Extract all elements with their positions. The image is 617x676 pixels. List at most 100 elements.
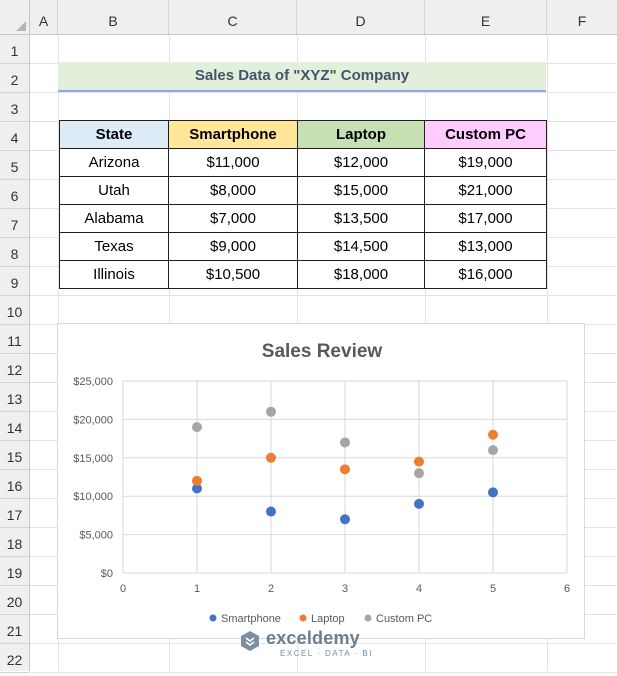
row-header-6[interactable]: 6 xyxy=(0,180,29,209)
row-header-21[interactable]: 21 xyxy=(0,615,29,644)
column-header-bar: A B C D E F xyxy=(0,0,617,35)
legend-label: Custom PC xyxy=(376,613,432,625)
y-tick-label: $5,000 xyxy=(79,530,113,542)
laptop-cell[interactable]: $15,000 xyxy=(297,176,425,205)
watermark-tagline: EXCEL · DATA · BI xyxy=(280,649,373,658)
y-tick-label: $20,000 xyxy=(73,414,113,426)
column-header-b[interactable]: B xyxy=(58,0,169,34)
row-header-22[interactable]: 22 xyxy=(0,644,29,673)
data-point-custom-pc xyxy=(414,468,424,479)
y-tick-label: $10,000 xyxy=(73,491,113,503)
title-cell[interactable]: Sales Data of "XYZ" Company xyxy=(58,62,546,90)
row-header-14[interactable]: 14 xyxy=(0,412,29,441)
x-tick-label: 5 xyxy=(490,583,496,595)
row-header-bar: 1 2 3 4 5 6 7 8 9 10 11 12 13 14 15 16 17 18 19 20 21 22 xyxy=(0,35,30,673)
row-header-1[interactable]: 1 xyxy=(0,35,29,64)
row-header-4[interactable]: 4 xyxy=(0,122,29,151)
custom-pc-cell[interactable]: $21,000 xyxy=(424,176,547,205)
data-point-smartphone xyxy=(488,487,498,498)
header-smartphone[interactable]: Smartphone xyxy=(168,120,298,149)
row-header-10[interactable]: 10 xyxy=(0,296,29,325)
select-all-icon xyxy=(16,21,26,31)
row-header-17[interactable]: 17 xyxy=(0,499,29,528)
header-state[interactable]: State xyxy=(59,120,169,149)
column-header-f[interactable]: F xyxy=(577,13,587,29)
data-point-laptop xyxy=(488,429,498,440)
legend-marker-laptop xyxy=(299,614,307,622)
laptop-cell[interactable]: $12,000 xyxy=(297,148,425,177)
state-cell[interactable]: Alabama xyxy=(59,204,169,233)
row-header-20[interactable]: 20 xyxy=(0,586,29,615)
row-header-5[interactable]: 5 xyxy=(0,151,29,180)
sales-table: State Smartphone Laptop Custom PC Arizon… xyxy=(59,120,547,289)
row-header-19[interactable]: 19 xyxy=(0,557,29,586)
state-cell[interactable]: Illinois xyxy=(59,260,169,289)
x-tick-label: 4 xyxy=(416,583,422,595)
table-row: Arizona $11,000 $12,000 $19,000 xyxy=(59,148,547,177)
laptop-cell[interactable]: $13,500 xyxy=(297,204,425,233)
custom-pc-cell[interactable]: $13,000 xyxy=(424,232,547,261)
custom-pc-cell[interactable]: $16,000 xyxy=(424,260,547,289)
state-cell[interactable]: Utah xyxy=(59,176,169,205)
data-point-smartphone xyxy=(340,514,350,525)
legend-label: Smartphone xyxy=(221,613,281,625)
legend-marker-custom-pc xyxy=(364,614,372,622)
smartphone-cell[interactable]: $8,000 xyxy=(168,176,298,205)
laptop-cell[interactable]: $14,500 xyxy=(297,232,425,261)
y-tick-label: $0 xyxy=(101,568,113,580)
y-tick-label: $25,000 xyxy=(73,376,113,388)
smartphone-cell[interactable]: $7,000 xyxy=(168,204,298,233)
row-header-16[interactable]: 16 xyxy=(0,470,29,499)
data-point-custom-pc xyxy=(192,422,202,433)
row-header-15[interactable]: 15 xyxy=(0,441,29,470)
table-row: Texas $9,000 $14,500 $13,000 xyxy=(59,232,547,261)
scatter-chart[interactable]: Sales Review $0 $5,000 $10,000 $15,000 $20,00… xyxy=(57,323,585,639)
table-header-row: State Smartphone Laptop Custom PC xyxy=(59,120,547,149)
header-laptop[interactable]: Laptop xyxy=(297,120,425,149)
watermark: exceldemy EXCEL · DATA · BI xyxy=(236,626,386,662)
header-custom-pc[interactable]: Custom PC xyxy=(424,120,547,149)
data-point-smartphone xyxy=(414,498,424,509)
custom-pc-cell[interactable]: $19,000 xyxy=(424,148,547,177)
chart-canvas: Sales Review $0 $5,000 $10,000 $15,000 $20,00… xyxy=(73,341,570,625)
row-header-2[interactable]: 2 xyxy=(0,64,29,93)
watermark-name: exceldemy xyxy=(266,628,360,648)
row-gridline xyxy=(30,295,617,296)
smartphone-cell[interactable]: $9,000 xyxy=(168,232,298,261)
exceldemy-logo-icon xyxy=(241,631,259,651)
row-header-11[interactable]: 11 xyxy=(0,325,29,354)
row-header-12[interactable]: 12 xyxy=(0,354,29,383)
smartphone-cell[interactable]: $11,000 xyxy=(168,148,298,177)
data-point-laptop xyxy=(340,464,350,475)
state-cell[interactable]: Arizona xyxy=(59,148,169,177)
column-header-d[interactable]: D xyxy=(297,0,425,34)
data-point-smartphone xyxy=(192,483,202,494)
data-point-custom-pc xyxy=(266,406,276,417)
x-tick-label: 6 xyxy=(564,583,570,595)
data-point-custom-pc xyxy=(488,445,498,456)
x-tick-label: 2 xyxy=(268,583,274,595)
column-header-e[interactable]: E xyxy=(425,0,547,34)
data-point-laptop xyxy=(192,475,202,486)
row-header-8[interactable]: 8 xyxy=(0,238,29,267)
column-header-a[interactable]: A xyxy=(30,0,58,34)
smartphone-cell[interactable]: $10,500 xyxy=(168,260,298,289)
row-header-7[interactable]: 7 xyxy=(0,209,29,238)
table-row: Utah $8,000 $15,000 $21,000 xyxy=(59,176,547,205)
y-tick-label: $15,000 xyxy=(73,453,113,465)
custom-pc-cell[interactable]: $17,000 xyxy=(424,204,547,233)
row-gridline xyxy=(30,643,617,644)
data-point-laptop xyxy=(414,456,424,467)
row-header-3[interactable]: 3 xyxy=(0,93,29,122)
laptop-cell[interactable]: $18,000 xyxy=(297,260,425,289)
row-header-18[interactable]: 18 xyxy=(0,528,29,557)
x-tick-label: 1 xyxy=(194,583,200,595)
select-all-corner[interactable] xyxy=(0,0,30,34)
row-gridline xyxy=(30,672,617,673)
row-header-9[interactable]: 9 xyxy=(0,267,29,296)
x-tick-label: 3 xyxy=(342,583,348,595)
table-row: Alabama $7,000 $13,500 $17,000 xyxy=(59,204,547,233)
state-cell[interactable]: Texas xyxy=(59,232,169,261)
column-header-c[interactable]: C xyxy=(169,0,297,34)
row-header-13[interactable]: 13 xyxy=(0,383,29,412)
